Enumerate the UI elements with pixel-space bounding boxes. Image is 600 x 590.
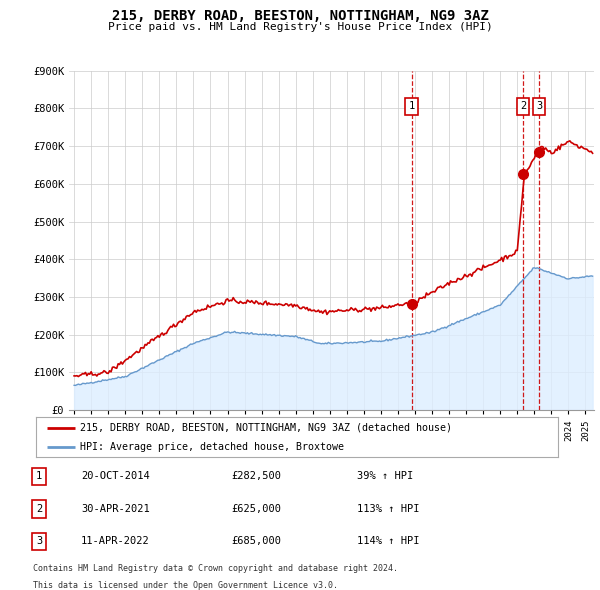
Text: 3: 3 <box>36 536 42 546</box>
Text: 39% ↑ HPI: 39% ↑ HPI <box>357 471 413 481</box>
Text: 1: 1 <box>409 101 415 112</box>
Text: 30-APR-2021: 30-APR-2021 <box>81 504 150 514</box>
Text: 1: 1 <box>36 471 42 481</box>
Text: 114% ↑ HPI: 114% ↑ HPI <box>357 536 419 546</box>
Text: Price paid vs. HM Land Registry's House Price Index (HPI): Price paid vs. HM Land Registry's House … <box>107 22 493 32</box>
Text: HPI: Average price, detached house, Broxtowe: HPI: Average price, detached house, Brox… <box>80 442 344 452</box>
Text: This data is licensed under the Open Government Licence v3.0.: This data is licensed under the Open Gov… <box>33 581 338 589</box>
Text: Contains HM Land Registry data © Crown copyright and database right 2024.: Contains HM Land Registry data © Crown c… <box>33 564 398 573</box>
Text: 2: 2 <box>520 101 526 112</box>
Text: 215, DERBY ROAD, BEESTON, NOTTINGHAM, NG9 3AZ: 215, DERBY ROAD, BEESTON, NOTTINGHAM, NG… <box>112 9 488 23</box>
Text: 3: 3 <box>536 101 542 112</box>
Text: 20-OCT-2014: 20-OCT-2014 <box>81 471 150 481</box>
Text: £282,500: £282,500 <box>231 471 281 481</box>
Text: 215, DERBY ROAD, BEESTON, NOTTINGHAM, NG9 3AZ (detached house): 215, DERBY ROAD, BEESTON, NOTTINGHAM, NG… <box>80 423 452 433</box>
Text: £625,000: £625,000 <box>231 504 281 514</box>
Text: £685,000: £685,000 <box>231 536 281 546</box>
Text: 2: 2 <box>36 504 42 514</box>
Text: 113% ↑ HPI: 113% ↑ HPI <box>357 504 419 514</box>
Text: 11-APR-2022: 11-APR-2022 <box>81 536 150 546</box>
